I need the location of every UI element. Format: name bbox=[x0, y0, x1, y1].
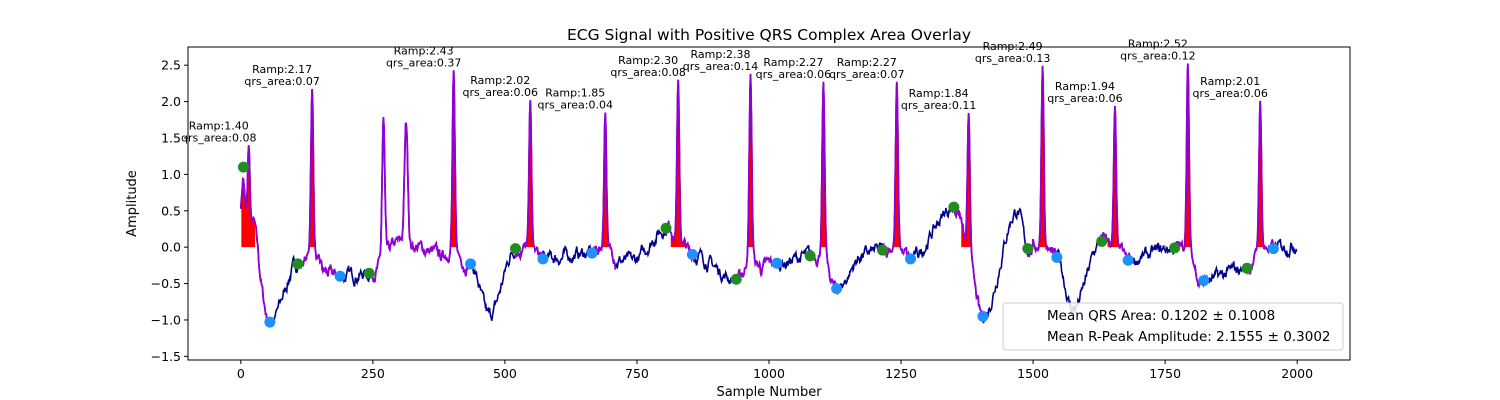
qrs-area-label: qrs_area:0.06 bbox=[1047, 92, 1122, 105]
qrs-onset-marker bbox=[292, 258, 304, 270]
qrs-offset-marker bbox=[465, 258, 477, 270]
r-peak-amplitude-label: Ramp:2.02 bbox=[470, 74, 530, 87]
qrs-offset-marker bbox=[586, 247, 598, 259]
r-peak-amplitude-label: Ramp:2.27 bbox=[837, 56, 897, 69]
qrs-onset-marker bbox=[730, 273, 742, 285]
legend: Mean QRS Area: 0.1202 ± 0.1008 Mean R-Pe… bbox=[1002, 302, 1344, 351]
qrs-offset-marker bbox=[905, 253, 917, 265]
qrs-offset-marker bbox=[264, 316, 276, 328]
qrs-offset-marker bbox=[771, 257, 783, 269]
qrs-segment-line bbox=[953, 113, 984, 320]
y-tick-label: −1.0 bbox=[151, 312, 181, 327]
y-tick-label: 2.0 bbox=[161, 94, 181, 109]
qrs-offset-marker bbox=[1198, 275, 1210, 287]
qrs-segment-line bbox=[735, 73, 778, 283]
x-tick-label: 2000 bbox=[1281, 366, 1313, 381]
qrs-segment-line bbox=[665, 79, 694, 263]
r-peak-amplitude-label: Ramp:1.40 bbox=[189, 119, 249, 132]
qrs-offset-marker bbox=[831, 283, 843, 295]
qrs-area-label: qrs_area:0.06 bbox=[756, 68, 831, 81]
y-tick-label: 0.5 bbox=[161, 203, 181, 218]
x-tick-label: 1250 bbox=[885, 366, 917, 381]
qrs-area-label: qrs_area:0.08 bbox=[610, 66, 685, 79]
qrs-onset-marker bbox=[363, 267, 375, 279]
qrs-offset-marker bbox=[1122, 254, 1134, 266]
y-tick-label: −1.5 bbox=[151, 349, 181, 364]
y-tick-label: 1.5 bbox=[161, 130, 181, 145]
qrs-segment-line bbox=[1026, 65, 1058, 259]
qrs-area-label: qrs_area:0.06 bbox=[463, 86, 538, 99]
qrs-area-label: qrs_area:0.07 bbox=[829, 68, 904, 81]
legend-entry-mean-qrs-area: Mean QRS Area: 0.1202 ± 0.1008 bbox=[1047, 308, 1275, 324]
x-tick-label: 1000 bbox=[753, 366, 785, 381]
qrs-area-fill bbox=[1035, 65, 1049, 248]
qrs-onset-marker bbox=[877, 244, 889, 256]
y-tick-label: 1.0 bbox=[161, 167, 181, 182]
plot-area bbox=[237, 63, 1298, 328]
qrs-area-label: qrs_area:0.11 bbox=[901, 99, 976, 112]
qrs-offset-marker bbox=[686, 248, 698, 260]
r-peak-amplitude-label: Ramp:2.52 bbox=[1128, 38, 1188, 51]
qrs-offset-marker bbox=[334, 270, 346, 282]
x-axis-label: Sample Number bbox=[716, 385, 822, 400]
qrs-offset-marker bbox=[1267, 243, 1279, 255]
r-peak-amplitude-label: Ramp:2.17 bbox=[252, 63, 312, 76]
chart-title: ECG Signal with Positive QRS Complex Are… bbox=[567, 26, 971, 44]
qrs-offset-marker bbox=[977, 310, 989, 322]
qrs-area-fill bbox=[241, 145, 256, 248]
y-tick-label: −0.5 bbox=[151, 276, 181, 291]
qrs-area-label: qrs_area:0.13 bbox=[975, 52, 1050, 65]
ecg-signal-line bbox=[240, 63, 1298, 327]
x-tick-label: 250 bbox=[361, 366, 385, 381]
qrs-offset-marker bbox=[1051, 251, 1063, 263]
beat-annotations: Ramp:1.40qrs_area:0.08Ramp:2.17qrs_area:… bbox=[181, 38, 1268, 145]
qrs-area-label: qrs_area:0.12 bbox=[1120, 50, 1195, 63]
y-tick-label: 2.5 bbox=[161, 58, 181, 73]
qrs-area-label: qrs_area:0.04 bbox=[538, 99, 613, 112]
r-peak-amplitude-label: Ramp:1.84 bbox=[909, 87, 969, 100]
r-peak-amplitude-label: Ramp:2.49 bbox=[983, 40, 1043, 53]
qrs-area-label: qrs_area:0.37 bbox=[386, 56, 461, 69]
x-axis: 0 250 500 750 1000 1250 1500 1750 2000 bbox=[237, 360, 1313, 381]
r-peak-amplitude-label: Ramp:2.27 bbox=[763, 56, 823, 69]
x-tick-label: 500 bbox=[493, 366, 517, 381]
y-axis-label: Amplitude bbox=[125, 170, 140, 237]
qrs-area-label: qrs_area:0.07 bbox=[244, 75, 319, 88]
qrs-offset-marker bbox=[537, 253, 549, 265]
qrs-segment-line bbox=[591, 112, 617, 271]
qrs-segment-line bbox=[1173, 63, 1205, 290]
qrs-segment-line bbox=[514, 100, 544, 262]
legend-box bbox=[1002, 302, 1344, 351]
qrs-area-label: qrs_area:0.08 bbox=[181, 131, 256, 144]
qrs-onset-marker bbox=[1022, 243, 1034, 255]
qrs-onset-marker bbox=[660, 222, 672, 234]
r-peak-amplitude-label: Ramp:1.85 bbox=[545, 87, 605, 100]
r-peak-amplitude-label: Ramp:2.43 bbox=[394, 44, 454, 57]
qrs-segment-line bbox=[368, 70, 472, 283]
r-peak-amplitude-label: Ramp:2.01 bbox=[1200, 75, 1260, 88]
y-tick-label: 0.0 bbox=[161, 240, 181, 255]
legend-entry-mean-r-peak-amplitude: Mean R-Peak Amplitude: 2.1555 ± 0.3002 bbox=[1047, 329, 1331, 345]
x-tick-label: 0 bbox=[237, 366, 245, 381]
qrs-onset-marker bbox=[509, 243, 521, 255]
qrs-onset-marker bbox=[1169, 242, 1181, 254]
qrs-segment-line bbox=[297, 89, 341, 279]
x-tick-label: 1500 bbox=[1017, 366, 1049, 381]
qrs-onset-marker bbox=[1241, 262, 1253, 274]
qrs-area-label: qrs_area:0.06 bbox=[1192, 87, 1267, 100]
qrs-area-label: qrs_area:0.14 bbox=[683, 60, 758, 73]
r-peak-amplitude-label: Ramp:2.38 bbox=[690, 48, 750, 61]
y-axis: −1.5 −1.0 −0.5 0.0 0.5 1.0 1.5 2.0 2.5 bbox=[151, 58, 188, 364]
x-tick-label: 750 bbox=[625, 366, 649, 381]
qrs-segment-line bbox=[239, 145, 271, 327]
qrs-onset-marker bbox=[948, 201, 960, 213]
qrs-onset-marker bbox=[804, 250, 816, 262]
qrs-onset-marker bbox=[1096, 235, 1108, 247]
x-tick-label: 1750 bbox=[1149, 366, 1181, 381]
qrs-segment-line bbox=[1101, 105, 1129, 261]
qrs-onset-marker bbox=[237, 161, 249, 173]
r-peak-amplitude-label: Ramp:1.94 bbox=[1055, 80, 1115, 93]
r-peak-amplitude-label: Ramp:2.30 bbox=[618, 54, 678, 67]
